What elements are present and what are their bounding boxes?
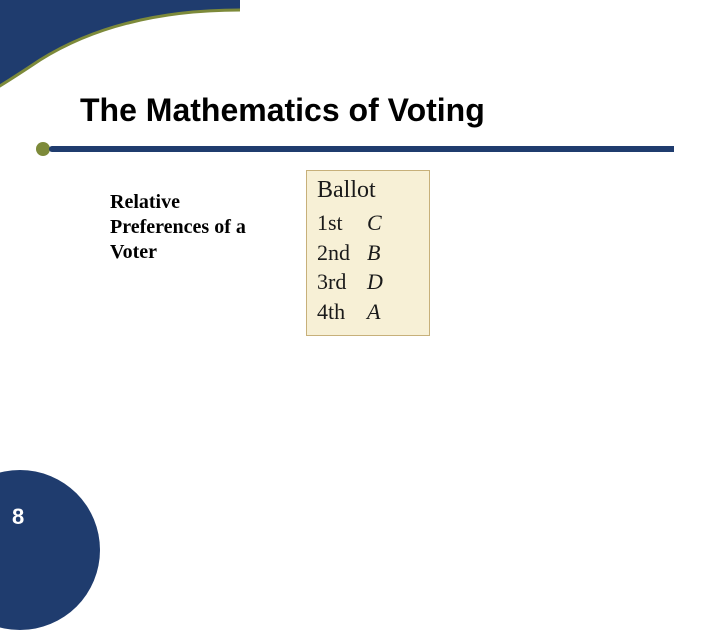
ballot-candidate: B — [361, 240, 380, 265]
ballot-row: 4thA — [317, 297, 419, 327]
ballot-rank: 4th — [317, 297, 361, 327]
ballot-row: 3rdD — [317, 267, 419, 297]
ballot-row: 2ndB — [317, 238, 419, 268]
page-number: 8 — [12, 504, 24, 530]
corner-decoration — [0, 0, 720, 90]
ballot-rank: 1st — [317, 208, 361, 238]
slide-title: The Mathematics of Voting — [80, 92, 485, 129]
ballot-heading: Ballot — [317, 177, 419, 204]
ballot-candidate: C — [361, 210, 382, 235]
subtitle-text: Relative Preferences of a Voter — [110, 190, 280, 265]
title-underline — [34, 140, 674, 158]
footer-circle-decoration — [0, 470, 100, 630]
ballot-rank: 2nd — [317, 238, 361, 268]
ballot-candidate: D — [361, 269, 383, 294]
ballot-rank: 3rd — [317, 267, 361, 297]
ballot-row: 1stC — [317, 208, 419, 238]
ballot-candidate: A — [361, 299, 380, 324]
ballot-card: Ballot 1stC 2ndB 3rdD 4thA — [306, 170, 430, 336]
